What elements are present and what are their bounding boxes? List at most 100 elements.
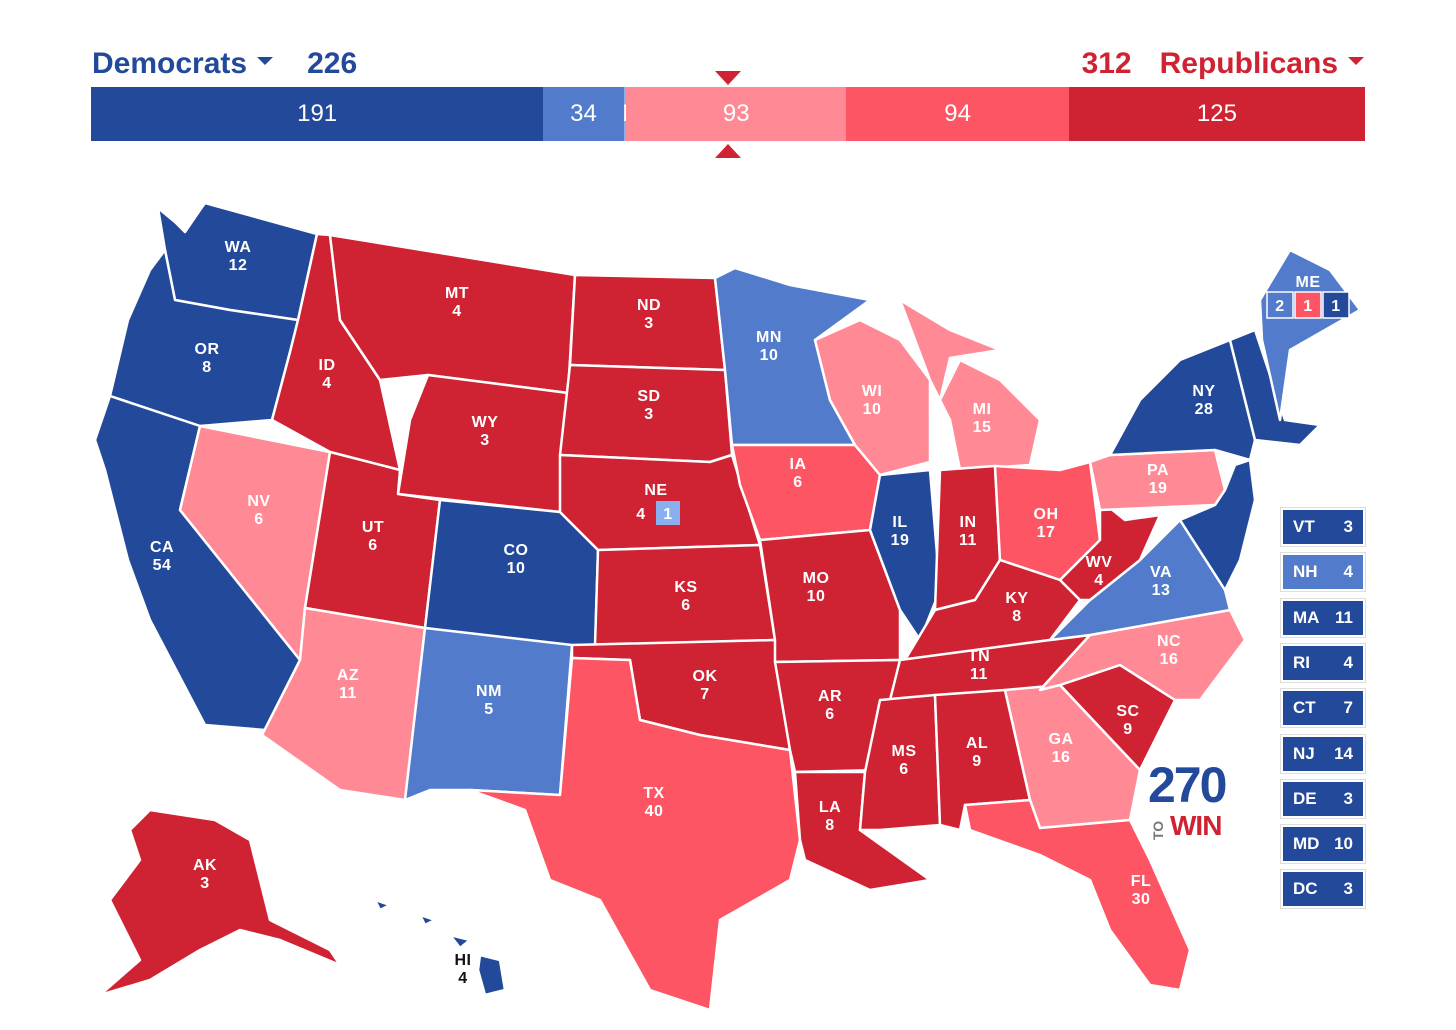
state-ev-CA: 54 (153, 557, 172, 574)
small-state-abbr: CT (1293, 698, 1316, 718)
me-district-box-1[interactable] (1266, 291, 1294, 319)
logo-win: WIN (1170, 810, 1222, 841)
small-state-VT[interactable]: VT 3 (1280, 507, 1366, 547)
small-state-abbr: DC (1293, 879, 1318, 899)
state-label-NY: NY (1192, 383, 1215, 400)
state-new-england[interactable] (1228, 328, 1322, 447)
state-label-IN: IN (960, 514, 977, 531)
state-label-AZ: AZ (337, 667, 359, 684)
state-TX[interactable] (468, 656, 802, 1012)
small-state-abbr: NH (1293, 562, 1318, 582)
ne-district-box[interactable] (656, 501, 680, 525)
small-state-abbr: NJ (1293, 743, 1315, 763)
state-ev-NC: 16 (1160, 651, 1179, 668)
state-ev-MO: 10 (807, 588, 826, 605)
state-label-ID: ID (319, 357, 336, 374)
small-state-NH[interactable]: NH 4 (1280, 552, 1366, 593)
state-ev-NV: 6 (254, 511, 263, 528)
state-label-ME: ME (1296, 274, 1321, 291)
state-label-TN: TN (968, 648, 990, 665)
small-state-ev: 3 (1343, 879, 1353, 899)
state-ev-LA: 8 (825, 817, 834, 834)
state-ev-NY: 28 (1195, 401, 1214, 418)
state-ev-TX: 40 (645, 803, 664, 820)
state-label-LA: LA (819, 799, 841, 816)
state-label-NE: NE (644, 482, 667, 499)
state-ev-GA: 16 (1052, 749, 1071, 766)
state-label-AR: AR (818, 688, 842, 705)
state-ev-UT: 6 (368, 537, 377, 554)
republicans-label[interactable]: Republicans (1159, 47, 1338, 80)
small-state-RI[interactable]: RI 4 (1280, 642, 1366, 683)
state-ev-KS: 6 (681, 597, 690, 614)
state-label-MT: MT (445, 285, 469, 302)
state-label-CA: CA (150, 539, 174, 556)
state-label-SD: SD (637, 388, 660, 405)
small-state-abbr: VT (1293, 517, 1315, 536)
small-state-MD[interactable]: MD 10 (1280, 824, 1366, 865)
state-ev-AR: 6 (825, 706, 834, 723)
state-label-MO: MO (803, 570, 830, 587)
small-state-abbr: DE (1293, 788, 1317, 808)
me-district-ev-2: 1 (1303, 298, 1312, 315)
logo-number: 270 (1148, 757, 1227, 813)
bar-segment-lean-dem: 1 (623, 87, 627, 141)
state-WI[interactable] (813, 318, 932, 477)
chevron-down-icon[interactable] (1348, 57, 1364, 66)
state-label-MS: MS (892, 743, 917, 760)
state-FL[interactable] (963, 798, 1192, 992)
state-ev-IA: 6 (793, 474, 802, 491)
small-state-NJ[interactable]: NJ 14 (1280, 733, 1366, 774)
state-label-TX: TX (643, 785, 664, 802)
logo-to: TO (1150, 820, 1166, 840)
state-label-NV: NV (247, 493, 270, 510)
small-state-ev: 7 (1343, 698, 1353, 718)
state-ev-TN: 11 (970, 666, 988, 683)
democrats-header[interactable]: Democrats 226 (92, 44, 357, 84)
small-state-ev: 4 (1343, 562, 1353, 582)
state-label-WV: WV (1086, 554, 1113, 571)
state-label-UT: UT (362, 519, 384, 536)
state-label-IA: IA (790, 456, 807, 473)
democrats-total: 226 (307, 47, 358, 80)
state-label-GA: GA (1049, 731, 1074, 748)
state-WV[interactable] (1058, 498, 1162, 602)
bar-segment-likely-rep: 94 (846, 87, 1069, 141)
small-state-abbr: MA (1293, 607, 1320, 627)
state-label-AL: AL (966, 735, 988, 752)
bar-segment-safe-dem: 191 (91, 87, 544, 141)
small-state-ev: 3 (1343, 788, 1353, 808)
state-label-WI: WI (862, 383, 883, 400)
state-label-OH: OH (1034, 506, 1059, 523)
state-ev-AK: 3 (200, 875, 209, 892)
me-district-box-3[interactable] (1322, 291, 1350, 319)
small-state-DE[interactable]: DE 3 (1280, 778, 1366, 819)
state-ev-NE: 4 (636, 506, 645, 523)
state-MI[interactable] (898, 298, 1042, 472)
me-district-ev-3: 1 (1331, 298, 1340, 315)
me-district-box-2[interactable] (1294, 291, 1322, 319)
state-AK[interactable] (98, 808, 342, 997)
state-ev-ID: 4 (322, 375, 331, 392)
small-state-ev: 14 (1334, 743, 1353, 763)
chevron-down-icon[interactable] (257, 57, 274, 66)
state-HI[interactable] (373, 898, 507, 997)
state-label-SC: SC (1116, 703, 1139, 720)
state-label-CO: CO (504, 542, 529, 559)
state-ev-HI: 4 (458, 970, 467, 987)
bar-segment-safe-rep: 125 (1068, 87, 1365, 141)
state-label-MN: MN (756, 329, 782, 346)
small-state-MA[interactable]: MA 11 (1280, 597, 1366, 638)
small-state-DC[interactable]: DC 3 (1280, 869, 1366, 910)
small-state-ev: 3 (1343, 517, 1353, 536)
state-ev-WI: 10 (863, 401, 882, 418)
small-state-CT[interactable]: CT 7 (1280, 688, 1366, 729)
state-label-NM: NM (476, 683, 502, 700)
state-ev-AL: 9 (972, 753, 981, 770)
state-mid-atlantic[interactable] (1178, 458, 1257, 592)
state-ev-IN: 11 (959, 532, 977, 549)
state-label-VA: VA (1150, 564, 1172, 581)
electoral-vote-bar: 1913419394125 (91, 87, 1365, 141)
republicans-header[interactable]: 312 Republicans (1082, 44, 1364, 84)
democrats-label[interactable]: Democrats (92, 47, 248, 80)
